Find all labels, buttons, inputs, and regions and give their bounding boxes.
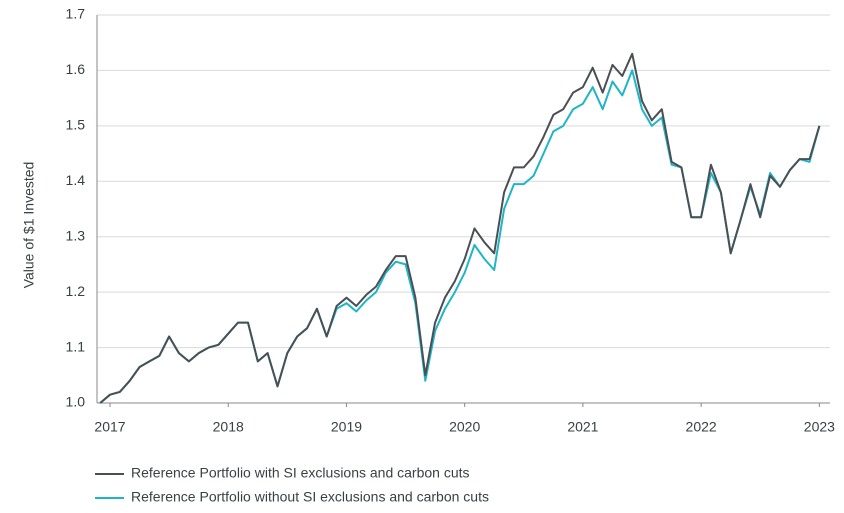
x-tick-label: 2021 — [567, 419, 598, 435]
y-axis-label: Value of $1 Invested — [21, 162, 37, 289]
y-tick-label: 1.6 — [66, 61, 86, 77]
y-tick-label: 1.2 — [66, 283, 86, 299]
y-tick-label: 1.3 — [66, 227, 86, 243]
y-tick-label: 1.4 — [66, 172, 86, 188]
y-tick-label: 1.1 — [66, 338, 86, 354]
x-tick-label: 2018 — [213, 419, 244, 435]
series-line — [99, 52, 821, 404]
y-tick-label: 1.5 — [66, 117, 86, 133]
legend-label: Reference Portfolio with SI exclusions a… — [131, 465, 470, 481]
x-tick-label: 2022 — [686, 419, 717, 435]
x-tick-label: 2019 — [331, 419, 362, 435]
x-tick-label: 2017 — [94, 419, 125, 435]
y-tick-label: 1.7 — [66, 6, 86, 22]
x-tick-label: 2023 — [804, 419, 835, 435]
y-tick-label: 1.0 — [66, 394, 86, 410]
legend-label: Reference Portfolio without SI exclusion… — [131, 489, 489, 505]
x-tick-label: 2020 — [449, 419, 480, 435]
